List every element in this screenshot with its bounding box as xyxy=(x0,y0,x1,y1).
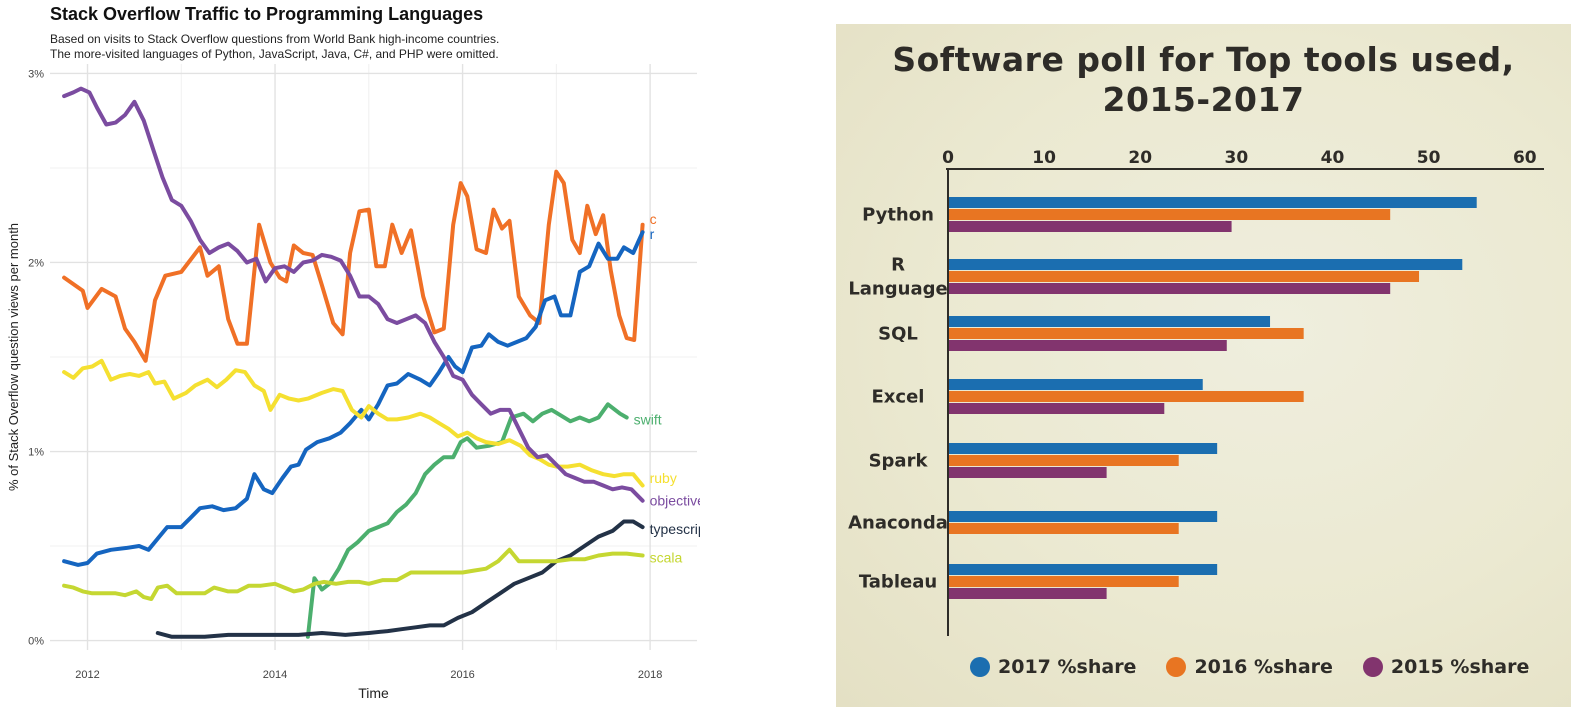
series-lines xyxy=(62,86,645,639)
bar-sql-2016-share xyxy=(949,328,1304,339)
category-label-r-language: R xyxy=(891,255,905,276)
chart-subtitle-line-2: The more-visited languages of Python, Ja… xyxy=(50,47,499,61)
bar-sql-2015-share xyxy=(949,340,1227,351)
bar-spark-2017-share xyxy=(949,443,1218,454)
bar-python-2017-share xyxy=(949,197,1477,208)
legend-item-2017: 2017 %share xyxy=(970,656,1136,678)
bar-r-language-2016-share xyxy=(949,271,1420,282)
bar-python-2016-share xyxy=(949,209,1391,220)
series-label-scala: scala xyxy=(650,549,683,565)
chart-subtitle-line-1: Based on visits to Stack Overflow questi… xyxy=(50,32,500,46)
bar-anaconda-2016-share xyxy=(949,523,1179,534)
x-tick-label: 2016 xyxy=(450,669,474,681)
bar-r-language-2017-share xyxy=(949,259,1463,270)
bar-python-2015-share xyxy=(949,221,1232,232)
bar-tableau-2016-share xyxy=(949,576,1179,587)
bar-spark-2016-share xyxy=(949,455,1179,466)
y-tick-label: 0% xyxy=(28,636,44,648)
bar-legend: 2017 %share 2016 %share 2015 %share xyxy=(970,654,1529,680)
x-tick-label: 10 xyxy=(1032,148,1056,168)
series-line-objective-c xyxy=(62,86,645,503)
legend-label-2017: 2017 %share xyxy=(998,656,1137,678)
series-label-objective-c: objective-c xyxy=(650,493,700,509)
bar-excel-2017-share xyxy=(949,379,1203,390)
bar-tableau-2015-share xyxy=(949,588,1107,599)
y-tick-label: 3% xyxy=(28,68,44,80)
x-tick-label: 0 xyxy=(942,148,954,168)
bar-excel-2016-share xyxy=(949,391,1304,402)
line-chart-panel: Stack Overflow Traffic to Programming La… xyxy=(0,0,700,707)
y-tick-label: 1% xyxy=(28,447,44,459)
x-tick-label: 40 xyxy=(1321,148,1345,168)
line-chart: 2012 2014 2016 2018 0% 1% 2% 3% Time % of Stack O… xyxy=(6,64,700,701)
category-label-python: Python xyxy=(862,205,934,226)
legend-label-2016: 2016 %share xyxy=(1194,656,1333,678)
x-tick-label: 50 xyxy=(1417,148,1441,168)
bar-chart: 0 10 20 30 40 50 60 Python R Language SQL Excel Spar… xyxy=(848,148,1544,636)
category-label-r-language: Language xyxy=(848,279,947,300)
y-tick-label: 2% xyxy=(28,257,44,269)
chart-title: Stack Overflow Traffic to Programming La… xyxy=(50,4,484,24)
series-label-r: r xyxy=(650,226,655,242)
series-line-swift xyxy=(305,402,629,639)
legend-item-2016: 2016 %share xyxy=(1166,656,1333,678)
category-label-tableau: Tableau xyxy=(859,572,937,593)
legend-item-2015: 2015 %share xyxy=(1362,656,1530,678)
series-line-ruby xyxy=(62,358,645,488)
series-line-typescript xyxy=(155,519,645,639)
legend-label-2015: 2015 %share xyxy=(1390,656,1530,678)
series-label-typescript: typescript xyxy=(650,521,700,537)
bar-excel-2015-share xyxy=(949,403,1165,414)
x-tick-label: 2012 xyxy=(75,669,99,681)
series-label-ruby: ruby xyxy=(650,470,677,486)
category-label-sql: SQL xyxy=(878,324,918,345)
bar-sql-2017-share xyxy=(949,316,1271,327)
x-tick-label: 2014 xyxy=(263,669,287,681)
legend-swatch-2015 xyxy=(1362,657,1383,677)
x-axis-label: Time xyxy=(358,685,389,701)
bar-anaconda-2017-share xyxy=(949,511,1218,522)
legend-swatch-2016 xyxy=(1166,657,1187,677)
x-tick-label: 2018 xyxy=(638,669,662,681)
category-label-spark: Spark xyxy=(869,451,929,472)
poll-title-line-1: Software poll for Top tools used, xyxy=(892,40,1515,79)
bar-chart-panel: Software poll for Top tools used, 2015-2… xyxy=(836,24,1571,707)
series-line-scala xyxy=(62,547,645,601)
category-label-anaconda: Anaconda xyxy=(848,513,948,534)
x-tick-label: 20 xyxy=(1128,148,1152,168)
series-label-swift: swift xyxy=(634,411,662,427)
x-tick-label: 60 xyxy=(1513,148,1537,168)
poll-title-line-2: 2015-2017 xyxy=(1102,80,1305,119)
category-label-excel: Excel xyxy=(872,387,925,408)
bar-r-language-2015-share xyxy=(949,283,1391,294)
series-label-c: c xyxy=(650,211,657,227)
series-line-c xyxy=(62,169,645,363)
legend-swatch-2017 xyxy=(970,657,990,677)
x-tick-label: 30 xyxy=(1225,148,1249,168)
bar-tableau-2017-share xyxy=(949,564,1218,575)
bar-spark-2015-share xyxy=(949,467,1107,478)
y-axis-label: % of Stack Overflow question views per m… xyxy=(6,223,21,491)
